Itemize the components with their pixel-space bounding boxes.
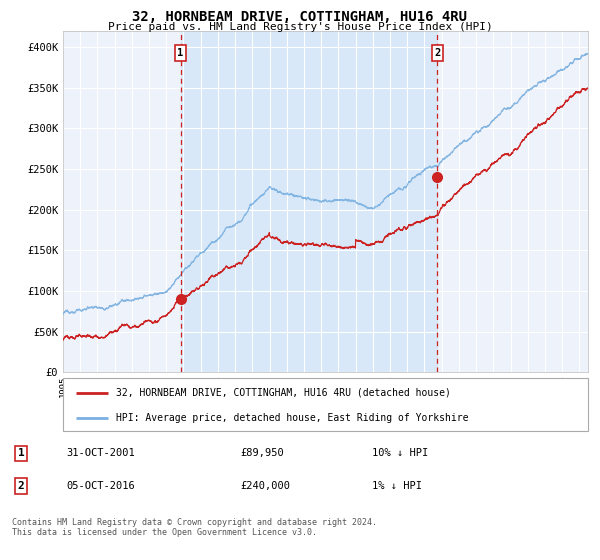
Text: 1: 1 bbox=[17, 449, 25, 459]
Text: £89,950: £89,950 bbox=[240, 449, 284, 459]
Bar bbox=[181, 31, 437, 372]
Text: Contains HM Land Registry data © Crown copyright and database right 2024.
This d: Contains HM Land Registry data © Crown c… bbox=[12, 518, 377, 538]
Text: £240,000: £240,000 bbox=[240, 481, 290, 491]
Text: 05-OCT-2016: 05-OCT-2016 bbox=[66, 481, 135, 491]
Text: 32, HORNBEAM DRIVE, COTTINGHAM, HU16 4RU (detached house): 32, HORNBEAM DRIVE, COTTINGHAM, HU16 4RU… bbox=[115, 388, 451, 398]
Text: 31-OCT-2001: 31-OCT-2001 bbox=[66, 449, 135, 459]
Text: Price paid vs. HM Land Registry's House Price Index (HPI): Price paid vs. HM Land Registry's House … bbox=[107, 22, 493, 32]
Text: 1: 1 bbox=[178, 48, 184, 58]
Text: 1% ↓ HPI: 1% ↓ HPI bbox=[372, 481, 422, 491]
Text: 2: 2 bbox=[434, 48, 440, 58]
Text: HPI: Average price, detached house, East Riding of Yorkshire: HPI: Average price, detached house, East… bbox=[115, 413, 468, 423]
FancyBboxPatch shape bbox=[63, 378, 588, 431]
Text: 32, HORNBEAM DRIVE, COTTINGHAM, HU16 4RU: 32, HORNBEAM DRIVE, COTTINGHAM, HU16 4RU bbox=[133, 10, 467, 24]
Text: 10% ↓ HPI: 10% ↓ HPI bbox=[372, 449, 428, 459]
Text: 2: 2 bbox=[17, 481, 25, 491]
